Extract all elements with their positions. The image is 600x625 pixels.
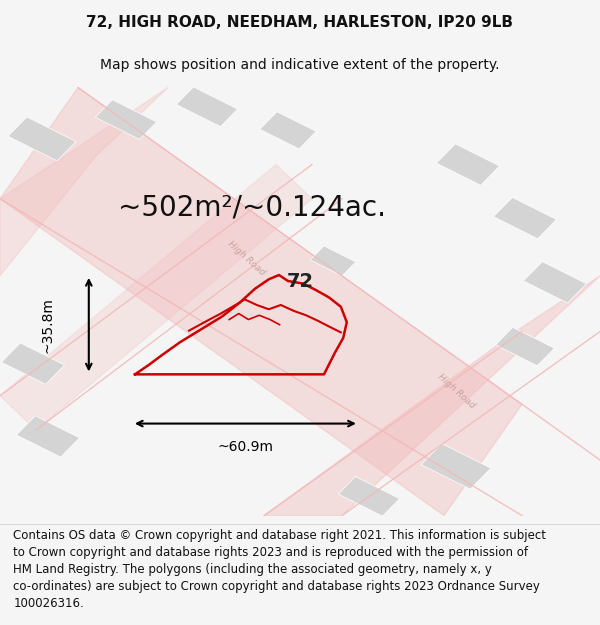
Text: 72: 72 — [286, 271, 314, 291]
Text: Map shows position and indicative extent of the property.: Map shows position and indicative extent… — [100, 58, 500, 72]
Polygon shape — [176, 87, 238, 127]
Polygon shape — [436, 144, 500, 185]
Polygon shape — [260, 112, 316, 149]
Polygon shape — [8, 117, 76, 161]
Text: High Road: High Road — [226, 240, 266, 278]
Polygon shape — [310, 246, 356, 276]
Polygon shape — [0, 88, 522, 516]
Text: ~60.9m: ~60.9m — [217, 440, 274, 454]
Polygon shape — [1, 343, 65, 384]
Text: ~502m²/~0.124ac.: ~502m²/~0.124ac. — [118, 193, 386, 221]
Polygon shape — [421, 444, 491, 489]
Polygon shape — [95, 100, 157, 139]
Polygon shape — [16, 416, 80, 457]
Polygon shape — [523, 262, 587, 303]
Polygon shape — [338, 476, 400, 516]
Text: Contains OS data © Crown copyright and database right 2021. This information is : Contains OS data © Crown copyright and d… — [13, 529, 546, 610]
Polygon shape — [0, 164, 312, 430]
Text: ~35.8m: ~35.8m — [41, 297, 55, 352]
Polygon shape — [493, 198, 557, 239]
Polygon shape — [496, 328, 554, 366]
Text: 72, HIGH ROAD, NEEDHAM, HARLESTON, IP20 9LB: 72, HIGH ROAD, NEEDHAM, HARLESTON, IP20 … — [86, 15, 514, 30]
Polygon shape — [0, 88, 168, 276]
Polygon shape — [264, 276, 600, 516]
Text: High Road: High Road — [436, 372, 476, 411]
